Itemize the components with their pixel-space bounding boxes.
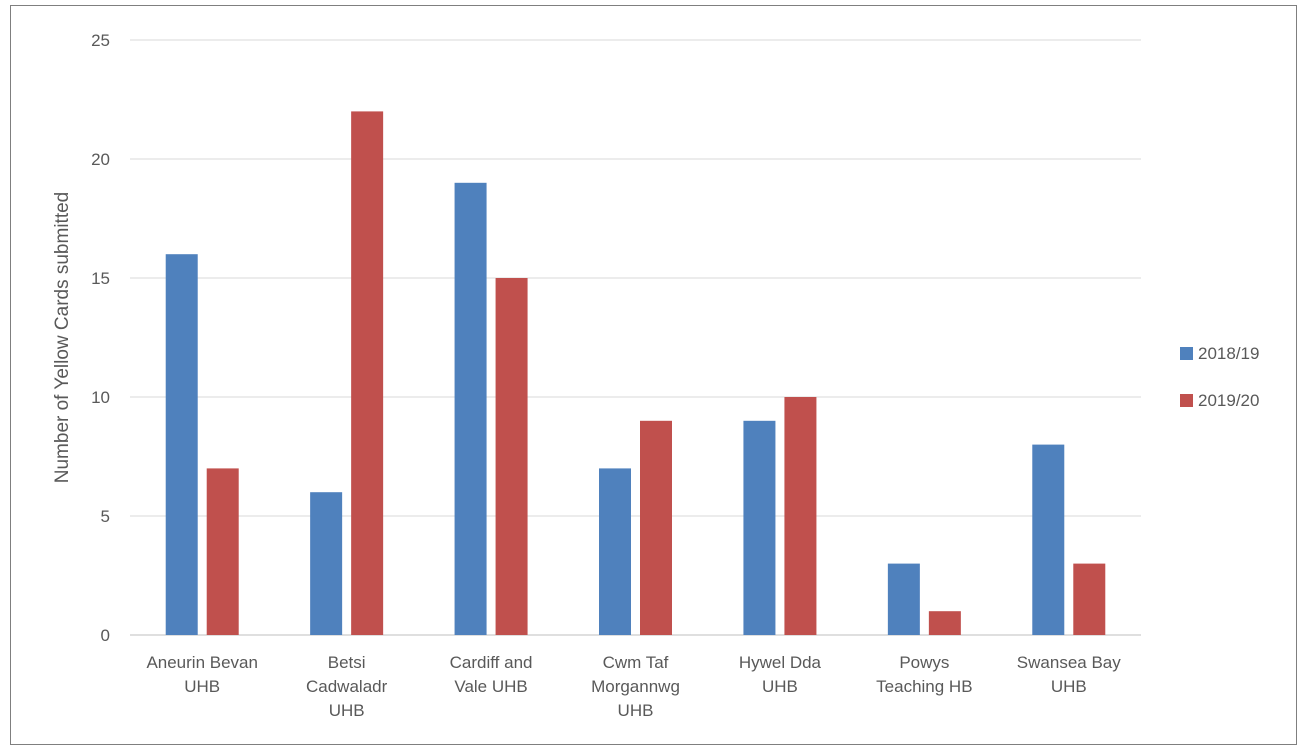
bar-2019-20-4: [784, 397, 817, 635]
legend-swatch: [1180, 347, 1193, 360]
y-tick-label: 0: [101, 626, 110, 645]
legend-label: 2018/19: [1198, 344, 1259, 363]
legend: 2018/19 2019/20: [1180, 344, 1259, 410]
y-axis-title: Number of Yellow Cards submitted: [52, 192, 73, 483]
bar-2019-20-3: [640, 420, 672, 635]
x-category-label: Hywel Dda UHB: [739, 653, 822, 696]
x-category-label: Betsi Cadwaladr UHB: [306, 653, 388, 720]
chart-frame: 0 5 10 15 20 25 Aneurin Bevan UHB Betsi Cadwalad…: [10, 5, 1297, 745]
bar-2018-19-3: [599, 468, 631, 635]
bar-2019-20-6: [1073, 563, 1106, 635]
bar-2018-19-0: [165, 254, 198, 635]
x-category-label: Swansea Bay UHB: [1017, 653, 1121, 696]
bar-2019-20-5: [928, 611, 961, 635]
legend-swatch: [1180, 394, 1193, 407]
legend-label: 2019/20: [1198, 391, 1259, 410]
bar-2019-20-1: [351, 111, 384, 635]
y-tick-label: 10: [91, 388, 110, 407]
x-axis-categories: Aneurin Bevan UHB Betsi Cadwaladr UHB Cardiff…: [146, 653, 1121, 720]
bar-2018-19-6: [1032, 444, 1065, 635]
bar-2018-19-1: [310, 492, 343, 635]
x-category-label: Aneurin Bevan UHB: [146, 653, 258, 696]
bar-2018-19-5: [887, 563, 920, 635]
bar-2019-20-0: [206, 468, 239, 635]
y-tick-label: 20: [91, 150, 110, 169]
bar-2018-19-2: [454, 182, 487, 636]
gridlines: [130, 39, 1141, 636]
y-tick-label: 5: [101, 507, 110, 526]
y-tick-label: 15: [91, 269, 110, 288]
x-category-label: Cwm Taf Morgannwg UHB: [591, 653, 680, 720]
y-axis-ticks: 0 5 10 15 20 25: [91, 31, 110, 645]
x-category-label: Powys Teaching HB: [876, 653, 972, 696]
bar-chart: 0 5 10 15 20 25 Aneurin Bevan UHB Betsi Cadwalad…: [52, 31, 1259, 720]
y-tick-label: 25: [91, 31, 110, 50]
bar-2019-20-2: [495, 278, 528, 635]
bars: [165, 111, 1106, 636]
x-category-label: Cardiff and Vale UHB: [450, 653, 533, 696]
bar-2018-19-4: [743, 420, 776, 635]
